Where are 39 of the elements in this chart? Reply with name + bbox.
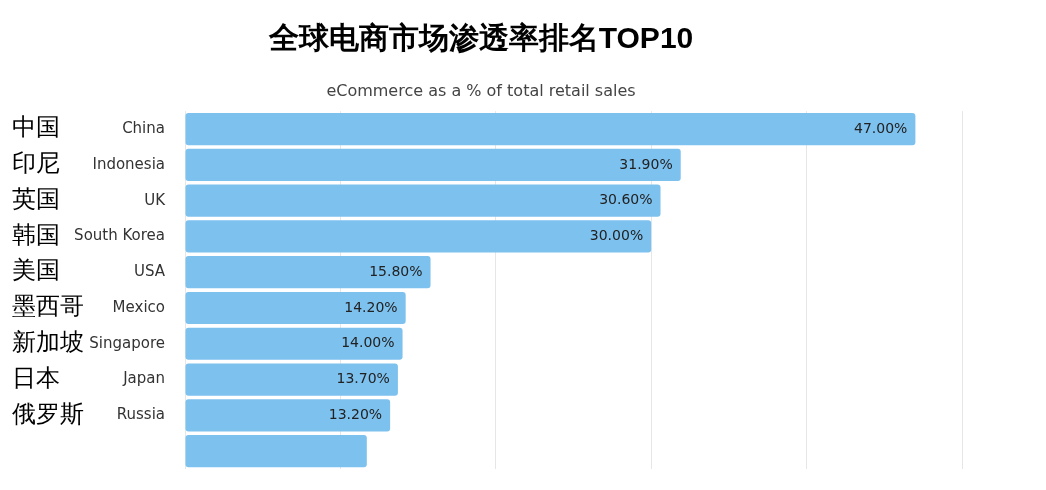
text: 日本 xyxy=(12,363,60,392)
y-tick-label: UK xyxy=(144,190,167,209)
text: 美国 xyxy=(12,256,60,285)
text: 新加坡 xyxy=(12,328,84,356)
bar xyxy=(185,435,367,468)
text: 韩国 xyxy=(12,220,60,249)
y-tick-label: Russia xyxy=(116,405,165,424)
bar xyxy=(185,399,391,432)
data-label: 30.60% xyxy=(599,191,653,208)
data-label: 15.80% xyxy=(369,262,423,279)
y-tick-label: Japan xyxy=(122,369,165,388)
y-tick-label: Indonesia xyxy=(92,154,165,173)
y-tick-label: China xyxy=(122,118,165,137)
bar xyxy=(185,148,681,181)
chart-subtitle: eCommerce as a % of total retail sales xyxy=(326,80,636,100)
bar xyxy=(185,256,431,289)
data-label: 31.90% xyxy=(619,155,673,172)
data-label: 13.20% xyxy=(328,405,383,422)
bar xyxy=(185,327,403,360)
y-tick-label: Mexico xyxy=(112,297,165,316)
data-label: 14.20% xyxy=(344,298,398,315)
bar xyxy=(185,220,652,253)
text: 英国 xyxy=(12,184,60,213)
data-label: 30.00% xyxy=(589,227,644,244)
data-label: 47.00% xyxy=(853,119,908,136)
y-tick-label: USA xyxy=(133,262,166,281)
text: 中国 xyxy=(12,113,60,142)
bar xyxy=(185,112,916,146)
chart-title: 全球电商市场渗透率排名TOP10 xyxy=(267,21,694,55)
bar xyxy=(185,291,406,325)
text: 俄罗斯 xyxy=(12,399,84,428)
y-tick-label: Singapore xyxy=(89,333,165,352)
y-tick-label: South Korea xyxy=(74,226,165,245)
bar xyxy=(185,363,398,396)
data-label: 13.70% xyxy=(336,370,390,387)
text: 墨西哥 xyxy=(12,292,84,321)
data-label: 14.00% xyxy=(341,334,395,351)
bar xyxy=(185,184,661,217)
text: 印尼 xyxy=(12,149,60,178)
